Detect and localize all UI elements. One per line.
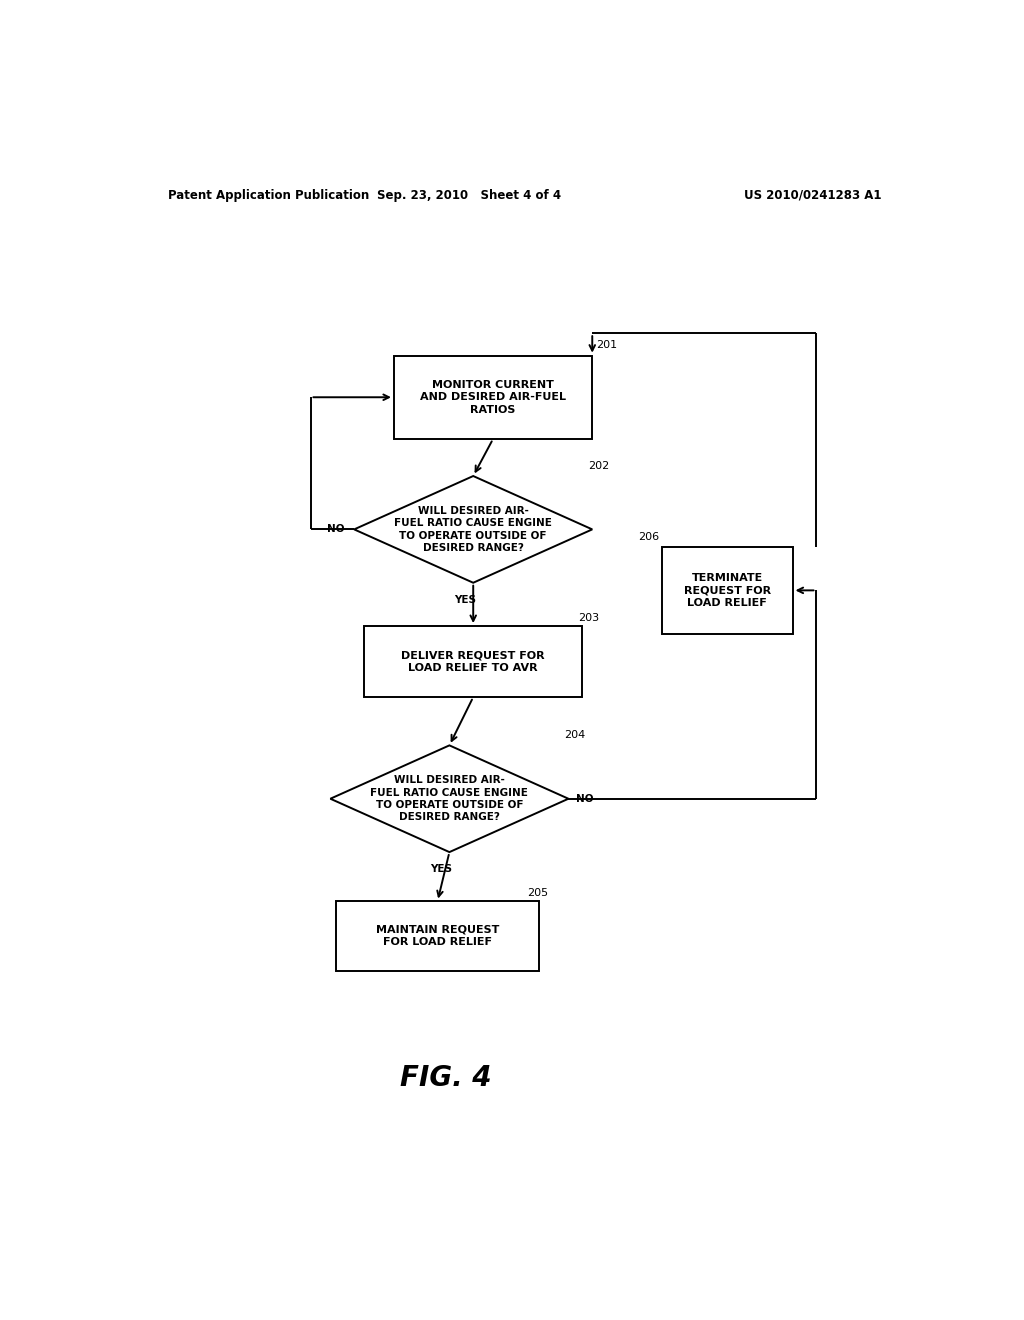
Text: 201: 201 [596,341,617,351]
Bar [394,355,592,440]
Bar [365,626,583,697]
Bar [662,548,793,634]
Text: 204: 204 [564,730,586,741]
Text: TERMINATE
REQUEST FOR
LOAD RELIEF: TERMINATE REQUEST FOR LOAD RELIEF [684,573,771,607]
Polygon shape [331,746,568,853]
Text: NO: NO [577,793,594,804]
Polygon shape [354,477,592,582]
Text: MAINTAIN REQUEST
FOR LOAD RELIEF: MAINTAIN REQUEST FOR LOAD RELIEF [376,925,499,948]
Text: 203: 203 [579,612,599,623]
Bar [336,902,539,970]
Text: 206: 206 [638,532,659,543]
Text: 205: 205 [526,888,548,899]
Text: FIG. 4: FIG. 4 [399,1064,492,1092]
Text: Sep. 23, 2010   Sheet 4 of 4: Sep. 23, 2010 Sheet 4 of 4 [377,189,561,202]
Text: DELIVER REQUEST FOR
LOAD RELIEF TO AVR: DELIVER REQUEST FOR LOAD RELIEF TO AVR [401,651,545,673]
Text: NO: NO [327,524,345,535]
Text: US 2010/0241283 A1: US 2010/0241283 A1 [744,189,882,202]
Text: YES: YES [455,595,476,605]
Text: WILL DESIRED AIR-
FUEL RATIO CAUSE ENGINE
TO OPERATE OUTSIDE OF
DESIRED RANGE?: WILL DESIRED AIR- FUEL RATIO CAUSE ENGIN… [394,506,552,553]
Text: Patent Application Publication: Patent Application Publication [168,189,369,202]
Text: WILL DESIRED AIR-
FUEL RATIO CAUSE ENGINE
TO OPERATE OUTSIDE OF
DESIRED RANGE?: WILL DESIRED AIR- FUEL RATIO CAUSE ENGIN… [371,775,528,822]
Text: 202: 202 [588,461,609,471]
Text: MONITOR CURRENT
AND DESIRED AIR-FUEL
RATIOS: MONITOR CURRENT AND DESIRED AIR-FUEL RAT… [420,380,566,414]
Text: YES: YES [430,865,453,874]
